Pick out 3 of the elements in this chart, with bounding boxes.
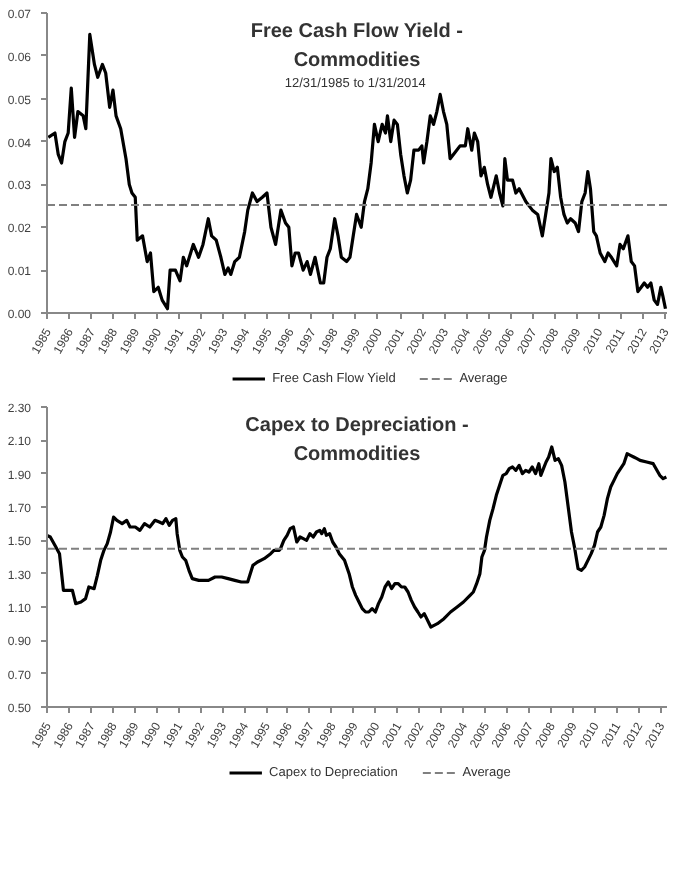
- text: Free Cash Flow Yield - Commodities: [250, 21, 463, 72]
- text: Capex to Depreciation - Commodities: [245, 415, 469, 466]
- line-series: [47, 445, 667, 629]
